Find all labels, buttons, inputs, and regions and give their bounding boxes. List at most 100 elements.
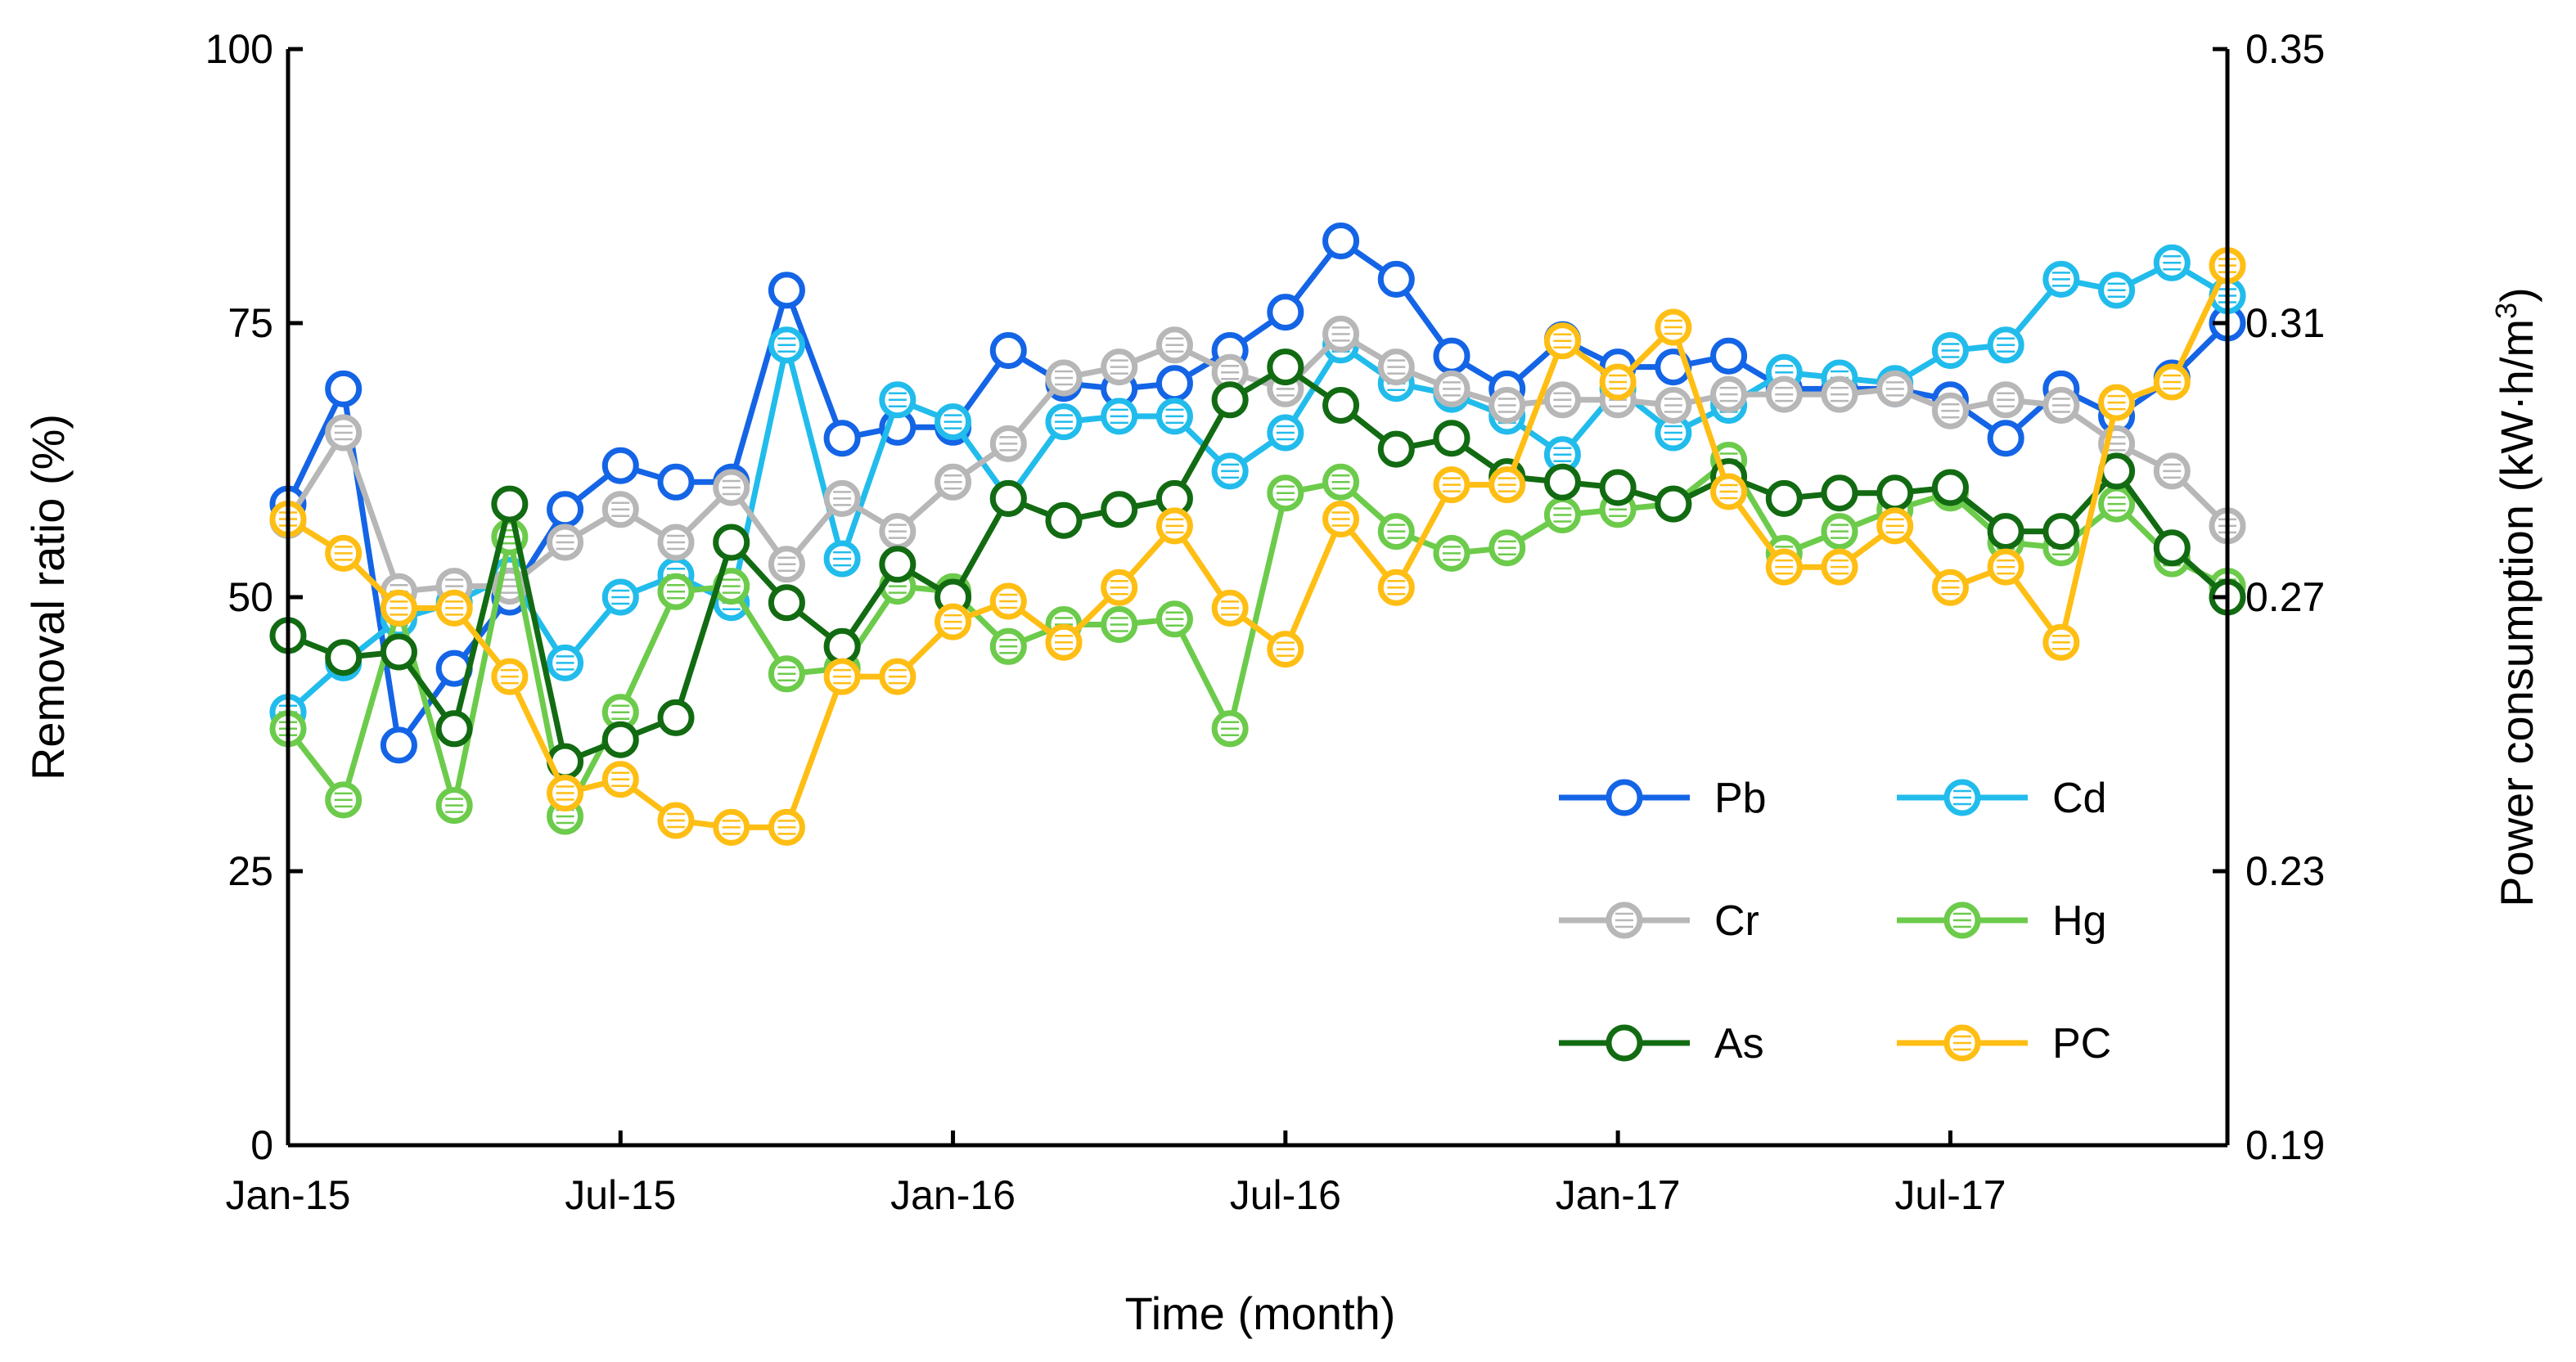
legend-item-pc: PC	[1897, 1020, 2111, 1068]
point-cr	[1655, 387, 1692, 424]
x-tick-label: Jul-16	[1230, 1172, 1341, 1218]
point-cr	[879, 513, 916, 551]
point-as	[380, 633, 417, 671]
series-layer	[269, 223, 2246, 846]
point-pc	[1377, 569, 1415, 606]
marker-circle	[1987, 513, 2024, 551]
marker-circle	[1433, 337, 1470, 375]
legend-label: PC	[2052, 1020, 2111, 1068]
point-pc	[1821, 548, 1858, 586]
marker-circle	[768, 584, 805, 622]
point-pc	[1267, 631, 1304, 668]
point-pb	[657, 463, 695, 501]
point-cr	[1433, 370, 1470, 407]
point-pc	[1322, 501, 1360, 538]
point-cr	[1377, 348, 1415, 386]
point-cr	[713, 469, 750, 506]
point-cr	[601, 491, 639, 528]
point-as	[1045, 501, 1083, 539]
point-hg	[1821, 513, 1858, 551]
point-as	[657, 699, 695, 736]
point-cr	[934, 463, 972, 501]
marker-circle	[1045, 501, 1083, 539]
point-as	[1599, 469, 1637, 506]
marker-circle	[1377, 260, 1415, 298]
point-as	[1821, 474, 1858, 512]
point-pb	[1710, 337, 1748, 375]
point-cr	[1876, 370, 1914, 407]
point-cr	[1322, 315, 1360, 353]
marker-circle	[1655, 485, 1692, 523]
point-as	[1543, 463, 1581, 501]
x-tick-label: Jul-15	[565, 1172, 676, 1218]
marker-circle	[1987, 420, 2024, 457]
x-tick-label: Jan-17	[1556, 1172, 1681, 1218]
marker-circle	[713, 524, 750, 561]
marker-circle	[2042, 513, 2080, 551]
point-pc	[491, 658, 529, 695]
point-pb	[989, 332, 1027, 369]
point-pb	[1987, 420, 2024, 457]
point-pb	[547, 491, 584, 528]
point-hg	[601, 694, 639, 731]
point-cr	[823, 479, 861, 517]
point-cd	[2098, 272, 2136, 309]
point-pc	[1045, 623, 1083, 661]
point-pc	[823, 658, 861, 695]
marker-circle	[1267, 348, 1304, 386]
legend-swatch-marker	[1605, 1024, 1643, 1062]
marker-circle	[1710, 337, 1748, 375]
point-as	[879, 546, 916, 583]
point-hg	[435, 787, 473, 825]
point-as	[1211, 381, 1249, 419]
point-cd	[879, 381, 916, 419]
point-as	[435, 710, 473, 748]
y-right-tick-label: 0.31	[2245, 300, 2325, 346]
point-pb	[601, 447, 639, 484]
point-as	[1931, 469, 1969, 506]
marker-circle	[989, 479, 1027, 517]
marker-circle	[601, 447, 639, 484]
point-pc	[1543, 322, 1581, 360]
marker-circle	[1211, 381, 1249, 419]
point-hg	[1267, 474, 1304, 512]
point-pc	[1987, 548, 2024, 586]
legend-item-hg: Hg	[1897, 897, 2106, 945]
point-cr	[1765, 375, 1803, 413]
point-pb	[1155, 365, 1193, 402]
point-cr	[1101, 348, 1138, 386]
point-cr	[1211, 353, 1249, 391]
x-axis-title: Time (month)	[1125, 1288, 1396, 1339]
marker-circle	[1433, 420, 1470, 457]
marker-circle	[547, 491, 584, 528]
point-as	[823, 627, 861, 665]
point-hg	[1433, 534, 1470, 572]
legend-swatch-marker	[1605, 779, 1643, 816]
point-pb	[1433, 337, 1470, 375]
point-pc	[1211, 589, 1249, 627]
point-cd	[823, 540, 861, 578]
point-cr	[1045, 359, 1083, 397]
marker-circle	[1322, 387, 1360, 424]
point-pb	[1377, 260, 1415, 298]
point-hg	[1543, 497, 1581, 533]
legend-item-cd: Cd	[1897, 775, 2106, 822]
legend-swatch-marker	[1605, 901, 1643, 939]
marker-circle	[435, 710, 473, 748]
point-cd	[768, 326, 805, 364]
point-hg	[325, 781, 363, 819]
legend-label: Hg	[2052, 897, 2106, 945]
legend: Pb Cd Cr Hg As PC	[1559, 775, 2111, 1068]
point-cd	[601, 578, 639, 616]
point-as	[491, 485, 529, 523]
marker-circle	[823, 420, 861, 457]
marker-circle	[1599, 469, 1637, 506]
point-cr	[1543, 381, 1581, 419]
y-right-tick-label: 0.27	[2245, 574, 2325, 620]
point-cd	[1045, 403, 1083, 441]
point-cd	[1987, 326, 2024, 364]
marker-circle	[1267, 294, 1304, 331]
point-as	[1322, 387, 1360, 424]
point-cr	[1987, 381, 2024, 419]
